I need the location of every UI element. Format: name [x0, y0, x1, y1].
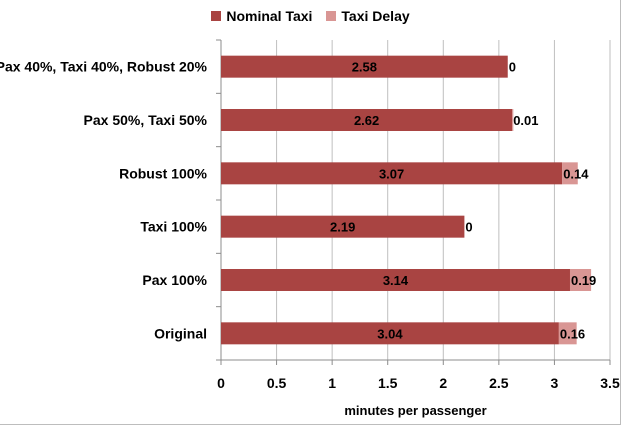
category-label-4: Pax 100%	[142, 272, 207, 288]
bar-nominal-4	[221, 269, 570, 291]
x-tick-label-2: 1	[328, 375, 336, 391]
bar-nominal-1	[221, 109, 513, 131]
data-label-nominal-3: 2.19	[330, 220, 355, 235]
category-label-0: Pax 40%, Taxi 40%, Robust 20%	[0, 59, 208, 75]
x-tick-label-6: 3	[551, 375, 559, 391]
legend-swatch-nominal-taxi	[211, 11, 222, 21]
category-label-5: Original	[154, 325, 207, 341]
legend-item-taxi-delay: Taxi Delay	[326, 8, 410, 24]
bar-delay-2	[562, 162, 578, 185]
data-label-nominal-4: 3.14	[383, 273, 409, 288]
category-label-1: Pax 50%, Taxi 50%	[84, 112, 208, 128]
data-label-nominal-1: 2.62	[354, 113, 379, 128]
data-label-nominal-2: 3.07	[379, 166, 404, 181]
x-tick-label-0: 0	[217, 375, 225, 391]
data-label-delay-0: 0	[509, 60, 516, 75]
bar-nominal-2	[221, 162, 563, 185]
legend: Nominal Taxi Taxi Delay	[0, 8, 621, 24]
data-label-delay-1: 0.01	[513, 113, 538, 128]
legend-label-nominal-taxi: Nominal Taxi	[226, 8, 313, 24]
data-label-nominal-5: 3.04	[377, 326, 403, 341]
x-axis-title: minutes per passenger	[344, 403, 486, 418]
bar-nominal-3	[221, 215, 465, 238]
legend-swatch-taxi-delay	[326, 11, 337, 21]
category-label-2: Robust 100%	[119, 165, 207, 181]
category-label-3: Taxi 100%	[140, 219, 207, 235]
x-tick-label-1: 0.5	[267, 375, 287, 391]
legend-label-taxi-delay: Taxi Delay	[341, 8, 410, 24]
bar-nominal-0	[221, 55, 508, 78]
bar-delay-1	[512, 109, 514, 131]
x-tick-label-3: 1.5	[378, 375, 398, 391]
data-label-delay-2: 0.14	[563, 166, 589, 181]
x-tick-label-7: 3.5	[600, 375, 620, 391]
bar-delay-4	[569, 269, 592, 291]
legend-item-nominal-taxi: Nominal Taxi	[211, 8, 312, 24]
bar-delay-5	[558, 322, 577, 345]
data-label-delay-4: 0.19	[571, 273, 596, 288]
bar-nominal-5	[221, 322, 559, 345]
data-label-nominal-0: 2.58	[352, 60, 377, 75]
x-tick-label-4: 2	[439, 375, 447, 391]
data-label-delay-3: 0	[465, 220, 472, 235]
data-label-delay-5: 0.16	[560, 326, 585, 341]
x-tick-label-5: 2.5	[489, 375, 509, 391]
